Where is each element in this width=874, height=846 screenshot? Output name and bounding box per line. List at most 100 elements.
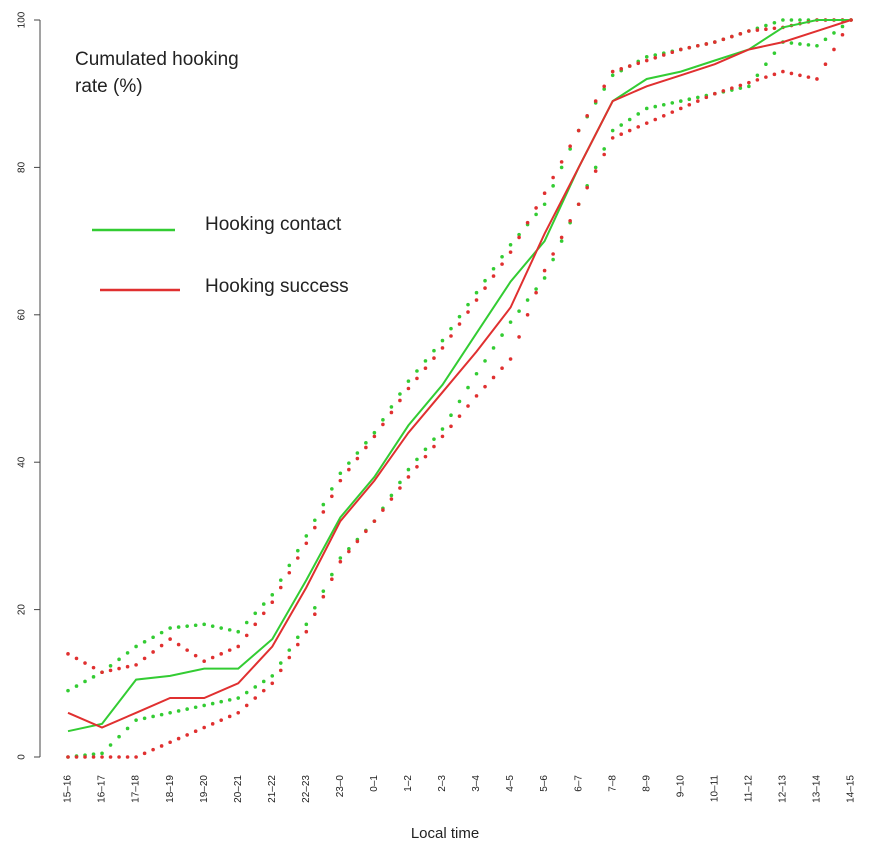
band-dot bbox=[474, 371, 479, 376]
band-dot bbox=[415, 457, 419, 462]
band-dot bbox=[832, 31, 836, 35]
band-dot bbox=[653, 53, 658, 57]
band-dot bbox=[355, 539, 360, 544]
band-dot bbox=[168, 710, 172, 715]
y-tick-label: 60 bbox=[17, 309, 28, 321]
band-dot bbox=[627, 64, 632, 68]
legend-label-success: Hooking success bbox=[205, 276, 349, 297]
band-dot bbox=[559, 165, 564, 170]
band-dot bbox=[364, 529, 368, 534]
band-dot bbox=[261, 679, 266, 684]
band-dot bbox=[508, 242, 513, 247]
band-dot bbox=[117, 657, 121, 662]
band-dot bbox=[730, 34, 734, 39]
band-dot bbox=[593, 99, 598, 103]
band-dot bbox=[227, 714, 232, 719]
band-dot bbox=[193, 653, 198, 658]
x-tick-label: 10–11 bbox=[709, 775, 720, 803]
band-dot bbox=[236, 629, 241, 634]
band-dot bbox=[781, 18, 785, 22]
band-dot bbox=[602, 152, 606, 157]
band-dot bbox=[295, 556, 300, 560]
band-dot bbox=[142, 656, 147, 661]
band-dot bbox=[772, 51, 777, 55]
band-dot bbox=[747, 84, 751, 89]
band-dot bbox=[91, 755, 96, 759]
band-dot bbox=[381, 422, 385, 427]
band-dot bbox=[483, 384, 487, 389]
band-dot bbox=[151, 747, 155, 752]
band-dot bbox=[593, 165, 598, 170]
band-dot bbox=[261, 688, 266, 693]
band-dot bbox=[508, 250, 513, 254]
band-dot bbox=[772, 20, 777, 25]
band-dot bbox=[474, 298, 479, 302]
band-dot bbox=[687, 97, 692, 102]
band-dot bbox=[389, 497, 394, 501]
band-dot bbox=[500, 262, 504, 266]
band-dot bbox=[500, 333, 504, 337]
band-dot bbox=[185, 624, 189, 628]
band-dot bbox=[781, 69, 785, 74]
series-layer bbox=[67, 19, 852, 733]
band-dot bbox=[747, 80, 751, 85]
band-dot bbox=[125, 755, 130, 759]
band-dot bbox=[610, 69, 615, 74]
x-tick-label: 7–8 bbox=[607, 775, 618, 792]
band-dot bbox=[449, 413, 453, 418]
band-dot bbox=[227, 628, 232, 632]
band-dot bbox=[670, 101, 675, 105]
x-tick-label: 2–3 bbox=[437, 775, 448, 792]
band-dot bbox=[66, 652, 70, 656]
series-line-1 bbox=[67, 19, 852, 729]
x-tick-label: 23–0 bbox=[335, 775, 346, 798]
x-tick-label: 3–4 bbox=[471, 775, 482, 792]
band-dot bbox=[117, 666, 121, 671]
band-dot bbox=[219, 652, 223, 656]
band-dot bbox=[304, 629, 309, 634]
band-dot bbox=[542, 276, 547, 280]
x-axis-label: Local time bbox=[411, 825, 479, 842]
band-dot bbox=[398, 480, 402, 485]
band-dot bbox=[304, 622, 309, 627]
band-dot bbox=[636, 125, 641, 129]
band-dot bbox=[168, 626, 172, 630]
band-dot bbox=[253, 685, 258, 689]
band-dot bbox=[789, 71, 794, 76]
band-dot bbox=[551, 184, 555, 188]
confidence-band-upper bbox=[66, 18, 853, 675]
band-dot bbox=[823, 62, 828, 67]
band-dot bbox=[551, 257, 555, 262]
band-dot bbox=[517, 335, 521, 339]
band-dot bbox=[244, 620, 249, 625]
band-dot bbox=[678, 47, 683, 52]
band-dot bbox=[125, 664, 130, 669]
band-dot bbox=[764, 75, 768, 79]
band-dot bbox=[287, 648, 292, 652]
confidence-band-lower bbox=[66, 18, 853, 759]
band-dot bbox=[91, 665, 96, 670]
band-dot bbox=[500, 254, 504, 259]
band-dot bbox=[653, 104, 658, 109]
band-dot bbox=[423, 366, 428, 371]
band-dot bbox=[236, 710, 241, 715]
band-dot bbox=[534, 287, 538, 291]
band-dot bbox=[466, 385, 470, 390]
band-dot bbox=[83, 679, 87, 684]
band-dot bbox=[202, 622, 206, 627]
band-dot bbox=[398, 486, 402, 490]
band-dot bbox=[440, 346, 445, 350]
y-tick-label: 80 bbox=[17, 161, 28, 173]
band-dot bbox=[627, 128, 632, 133]
band-dot bbox=[449, 424, 453, 429]
band-dot bbox=[508, 357, 513, 361]
band-dot bbox=[338, 471, 343, 476]
band-dot bbox=[304, 534, 309, 538]
x-tick-label: 18–19 bbox=[165, 775, 176, 803]
x-tick-label: 5–6 bbox=[539, 775, 550, 792]
band-dot bbox=[508, 320, 513, 324]
band-dot bbox=[74, 755, 79, 759]
band-dot bbox=[500, 366, 504, 371]
band-dot bbox=[798, 18, 802, 22]
x-tick-label: 9–10 bbox=[675, 775, 686, 798]
